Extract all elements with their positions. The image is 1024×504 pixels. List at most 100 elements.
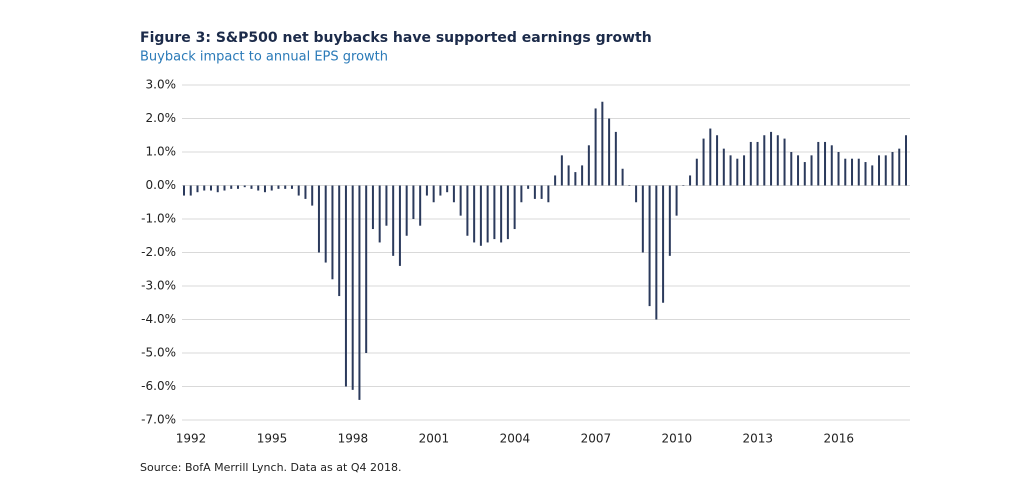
bar — [223, 185, 226, 191]
bar — [878, 155, 881, 186]
bar — [419, 185, 422, 226]
bar — [662, 185, 665, 303]
bar — [493, 185, 496, 240]
y-tick-label: -1.0% — [141, 212, 176, 226]
bar — [628, 185, 631, 186]
bar — [216, 185, 219, 193]
bar — [797, 155, 800, 186]
bar — [689, 175, 692, 186]
bar — [614, 131, 617, 186]
bar — [601, 101, 604, 186]
bar — [837, 152, 840, 186]
bar — [263, 185, 266, 193]
bar — [439, 185, 442, 196]
bar — [756, 141, 759, 186]
bar — [311, 185, 314, 206]
bar — [695, 158, 698, 186]
bar — [675, 185, 678, 216]
bar — [817, 141, 820, 186]
x-tick-label: 2001 — [419, 432, 450, 446]
bar — [905, 135, 907, 186]
bar — [284, 185, 287, 189]
bar — [243, 185, 246, 188]
bar — [446, 185, 449, 193]
bar — [587, 145, 590, 186]
bar — [270, 185, 273, 191]
bar — [621, 168, 624, 186]
bar — [824, 141, 827, 186]
bar — [830, 145, 833, 186]
y-tick-label: -3.0% — [141, 279, 176, 293]
bar — [810, 155, 813, 186]
bar — [392, 185, 395, 256]
bar — [425, 185, 428, 196]
bar — [520, 185, 523, 203]
bar — [317, 185, 320, 253]
bar — [574, 172, 577, 186]
x-tick-label: 2010 — [662, 432, 693, 446]
bar — [358, 185, 361, 400]
bar — [682, 185, 685, 186]
bar — [554, 175, 557, 186]
bar — [655, 185, 658, 320]
bar — [527, 185, 530, 189]
bar — [743, 155, 746, 186]
bar — [891, 152, 894, 186]
bar — [763, 135, 766, 186]
bar — [257, 185, 260, 191]
bar — [844, 158, 847, 186]
bar — [729, 155, 732, 186]
bar — [648, 185, 651, 307]
bar — [736, 158, 739, 186]
bar — [864, 162, 867, 186]
chart-title: Figure 3: S&P500 net buybacks have suppo… — [140, 30, 652, 46]
bar — [183, 185, 185, 196]
x-tick-label: 2007 — [581, 432, 612, 446]
y-tick-label: 0.0% — [146, 178, 177, 192]
bar — [790, 152, 793, 186]
bar — [776, 135, 779, 186]
bar — [398, 185, 401, 266]
bar — [898, 148, 901, 186]
bar — [365, 185, 368, 353]
bar — [716, 135, 719, 186]
bar — [304, 185, 307, 199]
bar — [722, 148, 725, 186]
bar — [371, 185, 374, 230]
y-tick-label: -4.0% — [141, 312, 176, 326]
bar — [884, 155, 887, 186]
source-note: Source: BofA Merrill Lynch. Data as at Q… — [140, 461, 401, 474]
bar — [466, 185, 469, 236]
bar — [567, 165, 570, 186]
chart-subtitle: Buyback impact to annual EPS growth — [140, 50, 388, 65]
bar — [459, 185, 462, 216]
bar — [230, 185, 233, 189]
bar — [290, 185, 293, 189]
bar — [702, 138, 705, 186]
bar — [486, 185, 489, 243]
bar — [344, 185, 347, 387]
bar — [581, 165, 584, 186]
bar — [513, 185, 516, 230]
bar — [203, 185, 206, 191]
bar — [324, 185, 327, 263]
bar — [277, 185, 280, 189]
bar — [236, 185, 239, 189]
bar — [189, 185, 192, 196]
bar — [297, 185, 300, 196]
bar — [783, 138, 786, 186]
bar — [770, 131, 773, 186]
bar — [668, 185, 671, 256]
bar — [412, 185, 415, 219]
bar — [803, 162, 806, 186]
bar — [851, 158, 854, 186]
x-tick-label: 2016 — [824, 432, 855, 446]
bar — [560, 155, 563, 186]
x-tick-label: 1998 — [338, 432, 369, 446]
bar — [540, 185, 543, 199]
bar — [635, 185, 638, 203]
bar — [547, 185, 550, 203]
bar — [608, 118, 611, 186]
y-tick-label: -7.0% — [141, 413, 176, 427]
x-tick-label: 1992 — [176, 432, 207, 446]
